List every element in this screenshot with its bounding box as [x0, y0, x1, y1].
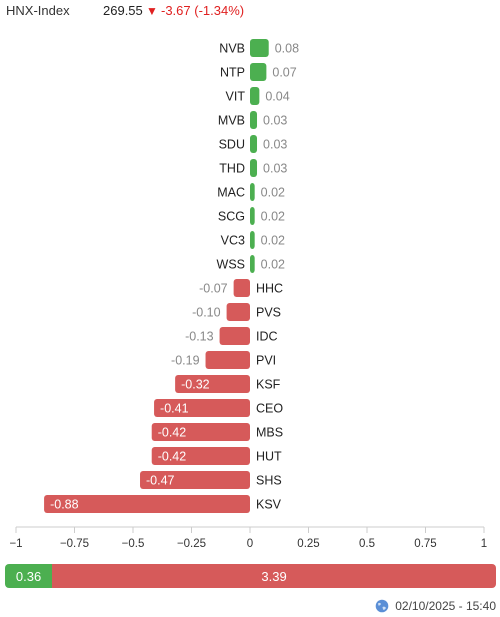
x-tick-label: 0.75 [414, 538, 436, 550]
bar-thd [250, 159, 258, 177]
category-label: VIT [226, 90, 246, 104]
bar-mbs [151, 423, 250, 441]
bar-ksv [44, 495, 250, 513]
category-label: NVB [219, 42, 245, 56]
value-label: -0.42 [158, 450, 187, 464]
value-label: -0.88 [50, 498, 79, 512]
bar-ceo [154, 399, 250, 417]
positive-total-segment: 0.36 [5, 564, 53, 588]
index-name: HNX-Index [6, 3, 70, 18]
value-label: -0.13 [185, 330, 214, 344]
category-label: NTP [220, 66, 245, 80]
x-tick-label: −0.25 [177, 538, 206, 550]
bar-scg [250, 207, 255, 225]
contribution-bar-chart: NVB 0.08 NTP 0.07 VIT 0.04 MVB 0.03 SDU 0.03 THD 0.… [9, 39, 487, 550]
category-label: VC3 [221, 234, 245, 248]
value-label: 0.02 [261, 258, 285, 272]
category-label: CEO [256, 402, 283, 416]
category-label: KSV [256, 498, 282, 512]
category-label: MVB [218, 114, 245, 128]
timestamp: 02/10/2025 - 15:40 [395, 599, 496, 613]
bar-vc3 [250, 231, 255, 249]
bar-pvi [205, 351, 250, 369]
x-tick-label: −1 [9, 538, 22, 550]
negative-total-segment: 3.39 [52, 564, 496, 588]
bar-ksf [175, 375, 250, 393]
x-tick-label: 0 [247, 538, 253, 550]
value-label: 0.04 [265, 90, 289, 104]
bar-mvb [250, 111, 258, 129]
bar-pvs [226, 303, 250, 321]
bar-wss [250, 255, 255, 273]
summary-bar: 0.36 3.39 [5, 564, 496, 588]
value-label: 0.02 [261, 210, 285, 224]
bar-shs [140, 471, 250, 489]
category-label: SCG [218, 210, 245, 224]
bar-hut [151, 447, 250, 465]
bar-idc [219, 327, 250, 345]
bar-vit [250, 87, 260, 105]
category-label: KSF [256, 378, 281, 392]
globe-icon [375, 599, 389, 613]
x-tick-label: 0.5 [359, 538, 375, 550]
category-label: MBS [256, 426, 283, 440]
category-label: WSS [217, 258, 245, 272]
value-label: 0.07 [272, 66, 296, 80]
down-arrow-icon: ▼ [146, 4, 158, 18]
x-tick-label: −0.5 [122, 538, 145, 550]
value-label: -0.42 [158, 426, 187, 440]
value-label: -0.47 [146, 474, 175, 488]
bar-ntp [250, 63, 267, 81]
category-label: HUT [256, 450, 282, 464]
value-label: -0.32 [181, 378, 210, 392]
value-label: 0.03 [263, 114, 287, 128]
footer: 02/10/2025 - 15:40 [375, 597, 496, 615]
index-value: 269.55 [103, 3, 143, 18]
bar-sdu [250, 135, 258, 153]
value-label: 0.03 [263, 162, 287, 176]
category-label: PVI [256, 354, 276, 368]
category-label: SHS [256, 474, 282, 488]
category-label: THD [219, 162, 245, 176]
bar-hhc [233, 279, 250, 297]
category-label: SDU [219, 138, 245, 152]
value-label: 0.02 [261, 234, 285, 248]
value-label: -0.10 [192, 306, 221, 320]
category-label: IDC [256, 330, 278, 344]
x-tick-label: 0.25 [297, 538, 319, 550]
x-tick-label: 1 [481, 538, 487, 550]
bar-mac [250, 183, 255, 201]
category-label: MAC [217, 186, 245, 200]
value-label: 0.08 [275, 42, 299, 56]
bar-nvb [250, 39, 269, 57]
value-label: -0.19 [171, 354, 200, 368]
value-label: 0.02 [261, 186, 285, 200]
x-tick-label: −0.75 [60, 538, 89, 550]
positive-total-label: 0.36 [15, 568, 42, 584]
category-label: PVS [256, 306, 281, 320]
value-label: -0.41 [160, 402, 189, 416]
negative-total-label: 3.39 [261, 568, 287, 584]
value-label: -0.07 [199, 282, 228, 296]
category-label: HHC [256, 282, 283, 296]
index-change: -3.67 (-1.34%) [161, 3, 245, 18]
value-label: 0.03 [263, 138, 287, 152]
